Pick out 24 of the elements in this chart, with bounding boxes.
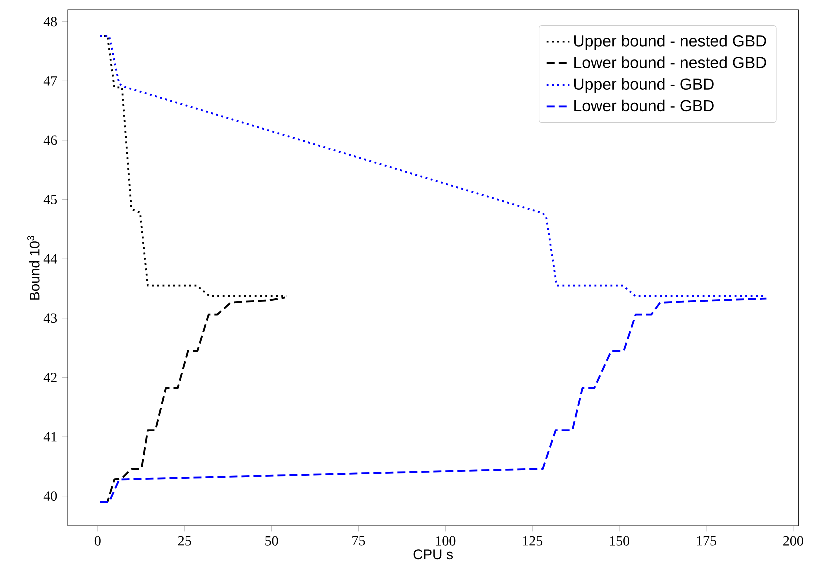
- x-tick-label: 200: [784, 536, 804, 546]
- y-tick-label: 41: [44, 432, 57, 442]
- y-tick-label: 42: [44, 373, 57, 382]
- x-tick-label: 175: [697, 536, 716, 546]
- y-tick-label: 45: [44, 195, 58, 204]
- y-tick-label: 48: [44, 17, 58, 27]
- x-tick-label: 75: [352, 536, 366, 546]
- y-tick-label: 47: [44, 76, 58, 86]
- legend-label: Upper bound - nested GBD: [574, 35, 766, 50]
- x-tick-label: 0: [94, 536, 101, 546]
- legend-label: Upper bound - GBD: [574, 78, 714, 94]
- legend-label: Lower bound - nested GBD: [574, 56, 766, 68]
- y-tick-label: 44: [44, 254, 58, 264]
- y-tick-label: 40: [44, 492, 58, 502]
- y-tick-label: 43: [44, 314, 58, 324]
- x-tick-label: 50: [266, 536, 278, 546]
- legend-label: Lower bound - GBD: [574, 100, 714, 112]
- x-axis-title: CPU s: [414, 550, 454, 560]
- y-axis-title: Bound 10$^{3}$: [28, 236, 40, 300]
- y-tick-label: 46: [44, 136, 58, 146]
- x-tick-label: 150: [610, 536, 630, 546]
- x-tick-label: 100: [436, 536, 456, 546]
- x-tick-label: 125: [523, 536, 543, 546]
- x-tick-label: 25: [178, 536, 192, 546]
